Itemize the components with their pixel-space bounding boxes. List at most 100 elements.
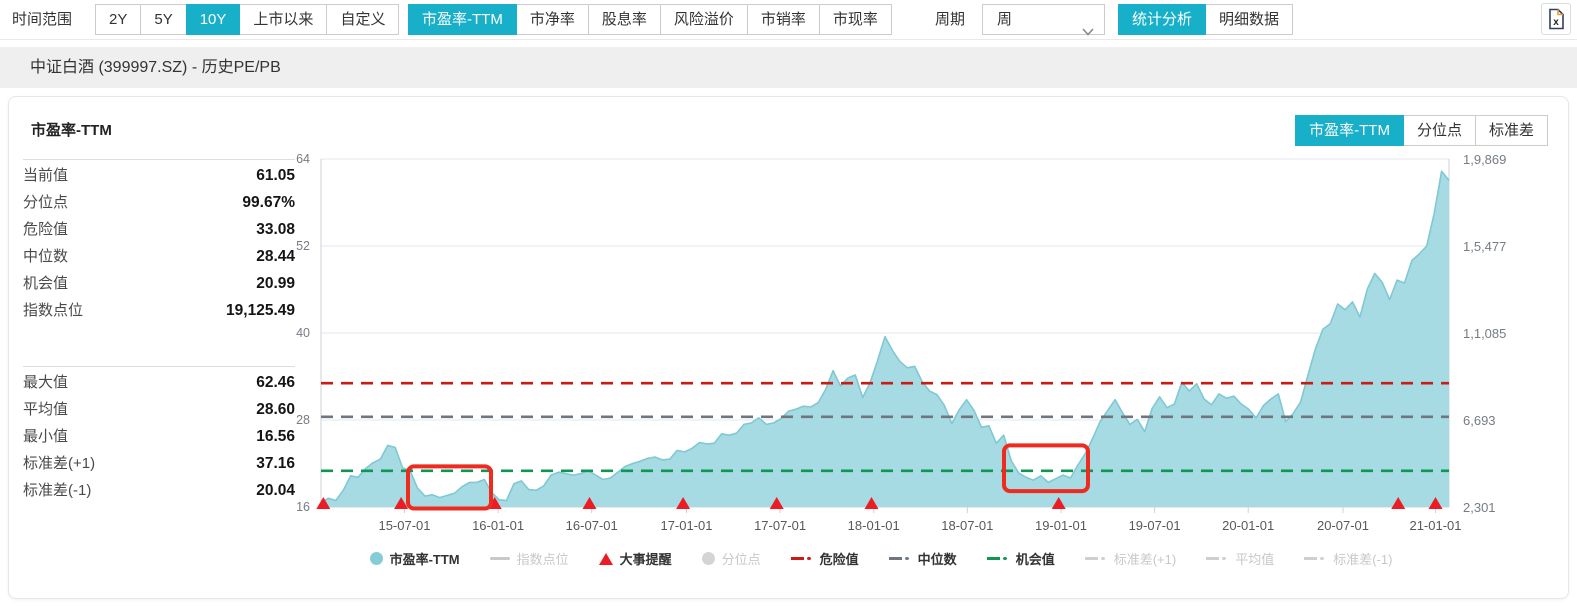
stat-value: 62.46 xyxy=(256,374,295,391)
stat-row-stddev-minus1: 标准差(-1) 20.04 xyxy=(23,477,295,504)
time-range-10y[interactable]: 10Y xyxy=(185,4,241,35)
time-range-custom[interactable]: 自定义 xyxy=(326,4,400,35)
stat-label: 最小值 xyxy=(23,428,69,445)
detail-data-button[interactable]: 明细数据 xyxy=(1205,4,1294,35)
tab-pcf[interactable]: 市现率 xyxy=(818,4,892,35)
triangle-alert-icon xyxy=(598,552,613,565)
dashdot-icon xyxy=(1304,557,1326,560)
stat-value: 33.08 xyxy=(256,221,295,238)
stat-label: 标准差(-1) xyxy=(23,482,92,499)
action-button-group: 统计分析 明细数据 xyxy=(1118,4,1294,35)
svg-text:21-01-01: 21-01-01 xyxy=(1409,518,1461,533)
view-tab-stddev[interactable]: 标准差 xyxy=(1474,115,1548,146)
chart-legend: 市盈率-TTM 指数点位 大事提醒 分位点 危险值 中位数 机会值 标准差(+1… xyxy=(301,549,1461,568)
event-markers xyxy=(316,497,1443,509)
time-range-5y[interactable]: 5Y xyxy=(140,4,187,35)
legend-item-stddev-minus1[interactable]: 标准差(-1) xyxy=(1304,549,1392,568)
tab-pb[interactable]: 市净率 xyxy=(515,4,589,35)
stat-value: 61.05 xyxy=(256,167,295,184)
svg-text:1,5,477: 1,5,477 xyxy=(1463,239,1506,254)
stat-label: 中位数 xyxy=(23,248,69,265)
dashdot-icon xyxy=(888,557,911,560)
highlight-boxes xyxy=(406,443,1090,511)
legend-item-index-level[interactable]: 指数点位 xyxy=(489,549,569,568)
y-axis-right-labels: 1,9,869 1,5,477 1,1,085 6,693 2,301 xyxy=(1463,152,1506,515)
view-tab-percentile[interactable]: 分位点 xyxy=(1402,115,1476,146)
svg-text:1,9,869: 1,9,869 xyxy=(1463,152,1506,167)
legend-item-percentile[interactable]: 分位点 xyxy=(701,549,761,568)
x-axis-labels: 15-07-01 16-01-01 16-07-01 17-01-01 17-07-01… xyxy=(378,507,1462,533)
legend-label: 分位点 xyxy=(721,552,761,567)
divider xyxy=(23,366,295,367)
stat-label: 机会值 xyxy=(23,275,69,292)
legend-item-chance[interactable]: 机会值 xyxy=(986,549,1055,568)
stat-value: 28.60 xyxy=(256,401,295,418)
legend-item-events[interactable]: 大事提醒 xyxy=(598,549,672,568)
svg-text:28: 28 xyxy=(296,413,310,427)
stat-value: 20.99 xyxy=(256,275,295,292)
legend-item-mean[interactable]: 平均值 xyxy=(1206,549,1274,568)
legend-label: 机会值 xyxy=(1015,552,1055,567)
stat-value: 99.67% xyxy=(242,194,295,211)
svg-text:2,301: 2,301 xyxy=(1463,500,1496,515)
dashdot-icon xyxy=(1206,557,1228,560)
svg-text:18-07-01: 18-07-01 xyxy=(941,518,993,533)
stat-row-index-level: 指数点位 19,125.49 xyxy=(23,297,295,324)
time-range-2y[interactable]: 2Y xyxy=(95,4,142,35)
period-select[interactable]: 周 xyxy=(982,4,1105,36)
dashdot-icon xyxy=(790,557,813,560)
chevron-down-icon xyxy=(1082,17,1094,46)
svg-text:16-01-01: 16-01-01 xyxy=(472,518,524,533)
divider xyxy=(23,159,295,160)
tab-dividend-yield[interactable]: 股息率 xyxy=(587,4,661,35)
export-excel-button[interactable]: x xyxy=(1541,3,1571,35)
view-tab-group: 市盈率-TTM 分位点 标准差 xyxy=(1295,115,1548,146)
stat-row-median: 中位数 28.44 xyxy=(23,243,295,270)
circle-icon xyxy=(701,552,715,565)
stat-row-min: 最小值 16.56 xyxy=(23,423,295,450)
stat-row-percentile: 分位点 99.67% xyxy=(23,189,295,216)
statistics-analysis-button[interactable]: 统计分析 xyxy=(1118,4,1207,35)
stat-row-mean: 平均值 28.60 xyxy=(23,396,295,423)
stat-value: 37.16 xyxy=(256,455,295,472)
view-tab-pe-ttm[interactable]: 市盈率-TTM xyxy=(1295,115,1404,146)
svg-text:19-07-01: 19-07-01 xyxy=(1129,518,1181,533)
page-title: 中证白酒 (399997.SZ) - 历史PE/PB xyxy=(30,59,281,76)
time-range-since-listing[interactable]: 上市以来 xyxy=(239,4,328,35)
reference-lines xyxy=(321,381,1449,473)
stat-label: 指数点位 xyxy=(23,302,84,319)
svg-text:17-07-01: 17-07-01 xyxy=(754,518,806,533)
stat-label: 危险值 xyxy=(23,221,69,238)
legend-label: 中位数 xyxy=(917,552,957,567)
line-icon xyxy=(489,557,510,560)
svg-text:20-07-01: 20-07-01 xyxy=(1317,518,1369,533)
tab-ps[interactable]: 市销率 xyxy=(746,4,820,35)
time-range-button-group: 2Y 5Y 10Y 上市以来 自定义 xyxy=(95,4,400,35)
spacer xyxy=(23,324,295,366)
period-select-value: 周 xyxy=(997,11,1013,28)
stat-row-max: 最大值 62.46 xyxy=(23,369,295,396)
excel-export-icon: x xyxy=(1548,8,1564,30)
pe-ttm-area-chart[interactable]: 64 52 40 28 16 1,9,869 1,5,477 1,1,085 6,693 2,30… xyxy=(296,152,1506,533)
stat-row-chance: 机会值 20.99 xyxy=(23,270,295,297)
series-circle-icon xyxy=(369,552,383,565)
legend-item-stddev-plus1[interactable]: 标准差(+1) xyxy=(1084,549,1177,568)
svg-text:15-07-01: 15-07-01 xyxy=(378,518,430,533)
stat-label: 标准差(+1) xyxy=(23,455,96,472)
stats-block: 当前值 61.05 分位点 99.67% 危险值 33.08 中位数 28.44 机会值… xyxy=(23,159,295,504)
tab-pe-ttm[interactable]: 市盈率-TTM xyxy=(408,4,517,35)
legend-label: 标准差(-1) xyxy=(1333,552,1393,567)
stat-row-stddev-plus1: 标准差(+1) 37.16 xyxy=(23,450,295,477)
stat-value: 16.56 xyxy=(256,428,295,445)
svg-text:1,1,085: 1,1,085 xyxy=(1463,326,1506,341)
svg-text:40: 40 xyxy=(296,326,310,340)
legend-item-danger[interactable]: 危险值 xyxy=(790,549,859,568)
svg-text:16-07-01: 16-07-01 xyxy=(566,518,618,533)
legend-label: 标准差(+1) xyxy=(1113,552,1177,567)
legend-item-median[interactable]: 中位数 xyxy=(888,549,957,568)
tab-risk-premium[interactable]: 风险溢价 xyxy=(659,4,748,35)
legend-item-pe-ttm[interactable]: 市盈率-TTM xyxy=(369,549,460,568)
stat-label: 分位点 xyxy=(23,194,69,211)
svg-text:52: 52 xyxy=(296,239,310,253)
